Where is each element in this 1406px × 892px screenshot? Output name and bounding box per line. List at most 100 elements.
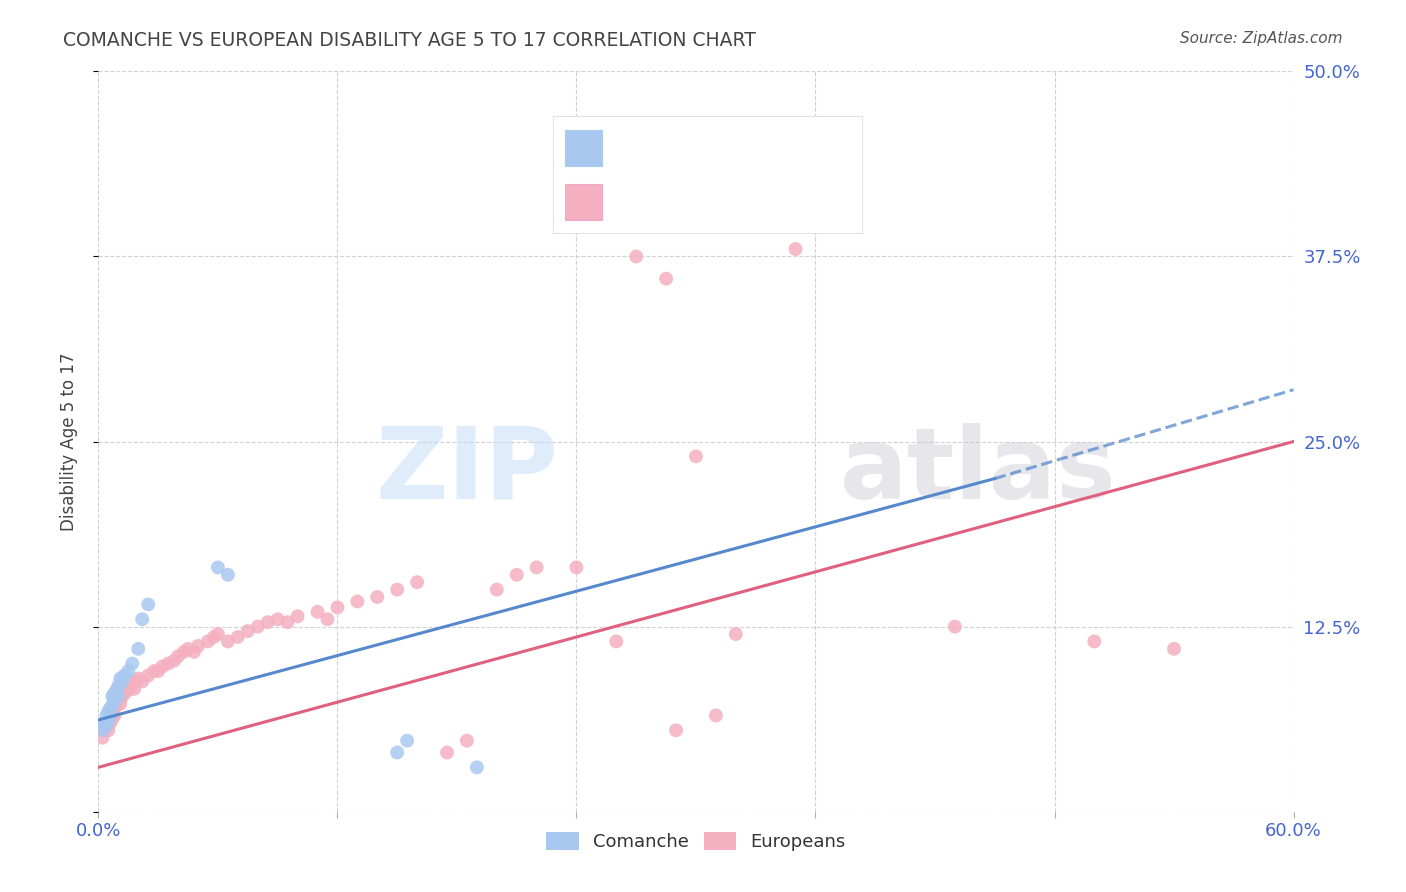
Point [1083,634,1105,648]
Point [127,672,149,686]
Y-axis label: Disability Age 5 to 17: Disability Age 5 to 17 [59,352,77,531]
Point [105,683,128,698]
Point [1163,641,1185,656]
Point [96,719,118,733]
Point [685,450,707,464]
Point [117,683,139,698]
Point [150,659,173,673]
Point [112,686,135,700]
Point [117,664,139,678]
Point [385,746,409,760]
Point [256,615,278,630]
Point [436,746,458,760]
Point [131,674,153,689]
Point [98,708,122,723]
Point [110,672,132,686]
Point [655,271,678,285]
Point [136,598,159,612]
Text: Source: ZipAtlas.com: Source: ZipAtlas.com [1180,31,1343,46]
Point [316,612,339,626]
Point [217,567,239,582]
Point [97,713,120,727]
Point [177,641,200,656]
Point [207,627,229,641]
Point [406,575,429,590]
Point [96,708,118,723]
Point [785,242,807,256]
Point [107,694,129,708]
Point [93,723,115,738]
Point [183,645,205,659]
Point [724,627,747,641]
Point [127,641,149,656]
Point [943,619,966,633]
Point [111,674,134,689]
Point [326,600,349,615]
Point [167,649,190,664]
Point [101,704,124,718]
Point [97,713,120,727]
Point [396,733,419,747]
Point [187,639,209,653]
Point [366,590,388,604]
Point [246,619,269,633]
Point [277,615,299,630]
Point [121,657,143,671]
Point [93,715,115,730]
Point [287,609,309,624]
Point [98,701,122,715]
Point [267,612,290,626]
Point [110,697,132,711]
Point [97,723,120,738]
Point [346,594,368,608]
Point [236,624,259,638]
Point [103,701,125,715]
Point [125,674,148,689]
Point [124,681,146,696]
Point [506,567,529,582]
Point [207,560,229,574]
Point [97,704,120,718]
Point [307,605,329,619]
Point [605,634,627,648]
Point [197,634,219,648]
Point [101,698,124,712]
Point [143,664,166,678]
Point [105,698,128,712]
Point [202,630,225,644]
Point [98,715,122,730]
Point [465,760,488,774]
Point [485,582,508,597]
Point [385,582,409,597]
Point [107,679,129,693]
Point [96,719,118,733]
Point [148,664,170,678]
Point [217,634,239,648]
Point [111,690,134,704]
Point [665,723,688,738]
Point [173,645,195,659]
Point [456,733,478,747]
Point [112,668,135,682]
Legend: Comanche, Europeans: Comanche, Europeans [538,824,853,858]
Point [98,708,122,723]
Point [163,654,186,668]
Point [565,560,588,574]
Point [626,250,648,264]
Point [107,690,129,704]
Text: COMANCHE VS EUROPEAN DISABILITY AGE 5 TO 17 CORRELATION CHART: COMANCHE VS EUROPEAN DISABILITY AGE 5 TO… [63,31,756,50]
Point [704,708,727,723]
Point [96,715,118,730]
Point [101,690,124,704]
Point [91,731,114,745]
Text: ZIP: ZIP [375,423,558,520]
Point [157,657,180,671]
Point [103,694,125,708]
Point [101,711,124,725]
Point [131,612,153,626]
Point [526,560,548,574]
Point [136,668,159,682]
Point [120,679,142,693]
Point [103,708,125,723]
Text: atlas: atlas [839,423,1116,520]
